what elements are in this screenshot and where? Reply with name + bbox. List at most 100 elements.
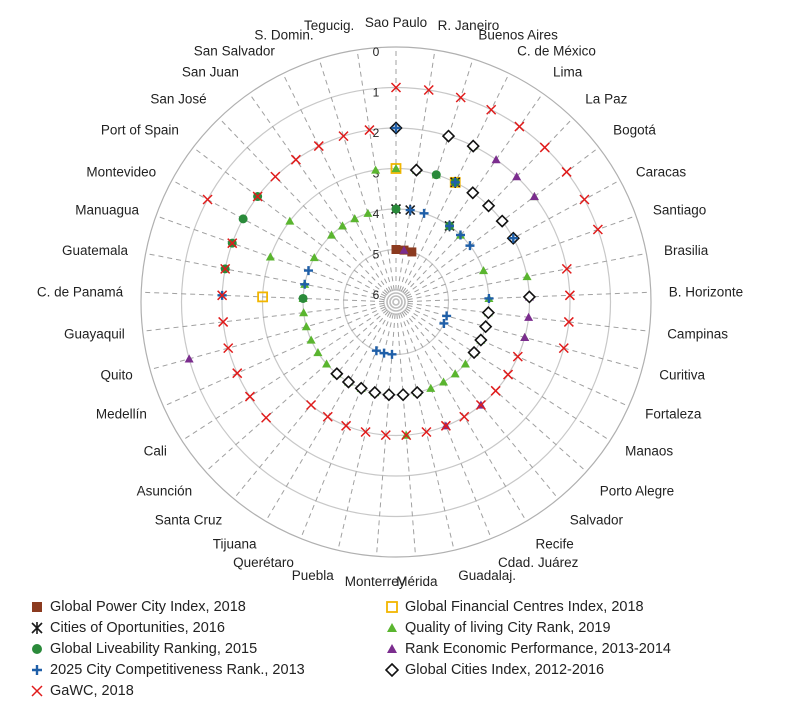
city-label: B. Horizonte [669,285,743,300]
series-7-point [379,348,389,358]
legend-marker-icon [31,622,43,634]
spoke-line [282,73,392,292]
series-3-point [479,266,489,275]
legend-marker [32,602,42,612]
series-6-point [467,345,481,360]
series-8-point [306,399,317,411]
spoke-line [141,291,385,303]
legend-item: Global Power City Index, 2018 [30,596,246,618]
series-8-point [217,290,228,301]
legend-marker [31,685,43,697]
series-0-point [407,247,417,257]
series-8-point [270,171,281,182]
series-3-point [426,383,436,392]
series-3-point [265,252,275,261]
city-label: La Paz [585,91,627,106]
series-4-point [399,245,409,254]
series-8-point [244,391,255,402]
city-label: Sao Paulo [365,15,427,30]
series-8-point [490,385,501,396]
series-8-point [261,412,272,423]
city-label: S. Domin. [254,28,313,43]
city-label: Quito [100,367,132,382]
series-8-point [539,142,550,153]
series-8-point [421,426,432,438]
series-8-point [202,194,213,205]
series-4-point [512,172,522,181]
series-8-point [223,343,234,354]
city-label: Mérida [396,574,438,589]
city-label: Guayaquil [64,326,125,341]
series-3-point [350,214,360,223]
city-label: Porto Alegre [600,484,674,499]
series-3-point [460,359,470,368]
city-label: Salvador [570,513,624,528]
ring-label: 1 [373,86,380,100]
series-8-point [380,430,391,441]
city-label: Manuagua [75,203,139,218]
city-label: C. de Panamá [37,285,124,300]
series-6-point [466,139,480,153]
city-label: Curitiva [659,367,705,382]
city-label: San José [150,91,206,106]
legend-label: Cities of Oportunities, 2016 [50,620,225,636]
series-7-point [445,221,455,231]
series-7-point [391,123,401,133]
series-3-point [309,253,319,262]
series-8-point [252,191,263,202]
series-6-point [409,163,424,177]
series-3-point [313,348,323,357]
legend-label: GaWC, 2018 [50,683,134,699]
series-7-point [450,177,460,187]
series-8-point [561,263,572,274]
series-6-point [481,199,496,213]
city-label: Guatemala [62,243,129,258]
series-6-point [382,388,396,402]
city-label: Caracas [636,165,687,180]
legend: Global Power City Index, 2018 Global Fina… [30,596,790,704]
series-8-point [503,369,514,380]
legend-marker [386,601,398,613]
series-7-point [405,205,415,215]
series-3-point [450,369,460,378]
series-7-point [465,241,475,251]
series-6-point [522,290,537,304]
spoke-line [248,93,390,293]
ring-label: 0 [373,45,380,59]
series-0-point [391,245,401,254]
ring-label: 4 [373,207,380,221]
series-7-point [303,266,313,276]
grid-ring-0 [140,46,652,558]
series-4-point [524,312,534,321]
series-7-point [508,233,518,243]
legend-marker [32,665,42,675]
spoke-line [171,179,386,297]
series-8-point [360,426,371,438]
series-8-point [558,343,569,354]
series-7-point [455,230,465,240]
city-label: Medellín [96,407,147,422]
ring-label: 6 [373,288,380,302]
legend-label: Quality of living City Rank, 2019 [405,620,611,636]
series-8-point [322,411,333,422]
series-7-point [484,293,494,303]
center-ring [392,298,400,306]
series-7-point [439,318,449,328]
legend-item: Global Liveability Ranking, 2015 [30,638,257,660]
legend-marker [385,663,399,677]
legend-marker-icon [32,602,42,612]
series-8-point [232,368,243,379]
series-4-point [529,192,539,201]
series-6-point [481,306,496,320]
series-3-point [363,208,373,217]
series-7-point [371,346,381,356]
spoke-line [318,58,393,291]
legend-label: Global Financial Centres Index, 2018 [405,599,644,615]
series-8-point [227,238,238,249]
series-8-point [313,141,324,152]
legend-item: Rank Economic Performance, 2013-2014 [385,638,671,660]
city-label: Santiago [653,203,706,218]
series-8-point [512,351,523,362]
